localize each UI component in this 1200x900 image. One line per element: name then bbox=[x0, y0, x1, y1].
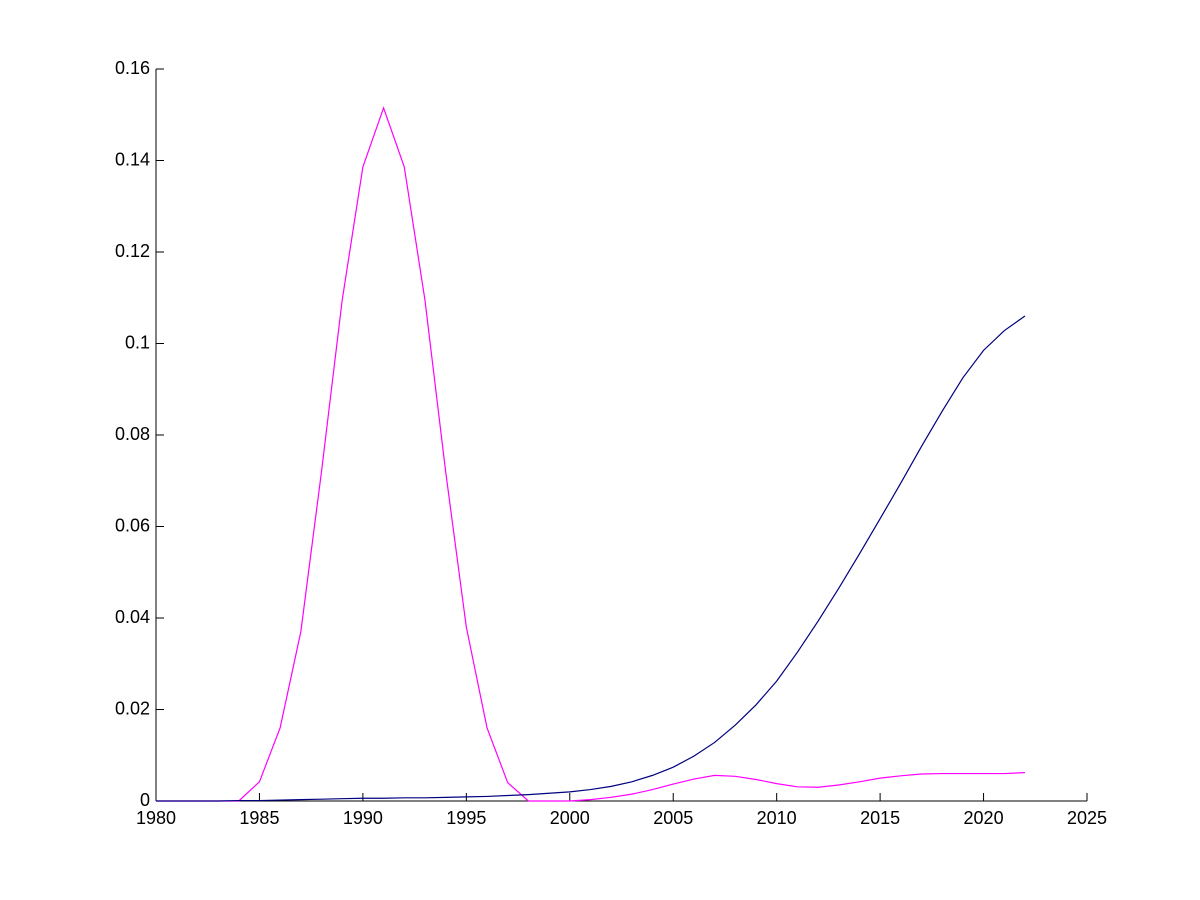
y-tick-label: 0.06 bbox=[115, 515, 150, 535]
x-tick-label: 2010 bbox=[757, 808, 797, 828]
line-series bbox=[156, 315, 1026, 802]
y-tick-label: 0.16 bbox=[115, 58, 150, 78]
y-tick-label: 0.08 bbox=[115, 424, 150, 444]
line-series bbox=[156, 106, 1025, 802]
x-tick-label: 1990 bbox=[343, 808, 383, 828]
x-tick-label: 2015 bbox=[860, 808, 900, 828]
y-tick-label: 0.02 bbox=[115, 698, 150, 718]
x-tick-label: 2005 bbox=[653, 808, 693, 828]
y-tick-label: 0.14 bbox=[115, 149, 150, 169]
x-tick-label: 1985 bbox=[239, 808, 279, 828]
x-tick-label: 1980 bbox=[136, 808, 176, 828]
y-tick-label: 0.1 bbox=[125, 332, 150, 352]
y-tick-label: 0.12 bbox=[115, 241, 150, 261]
x-tick-label: 2000 bbox=[550, 808, 590, 828]
y-tick-label: 0.04 bbox=[115, 607, 150, 627]
y-tick-label: 0 bbox=[140, 790, 150, 810]
x-tick-label: 2020 bbox=[964, 808, 1004, 828]
x-tick-label: 1995 bbox=[446, 808, 486, 828]
x-tick-label: 2025 bbox=[1067, 808, 1107, 828]
